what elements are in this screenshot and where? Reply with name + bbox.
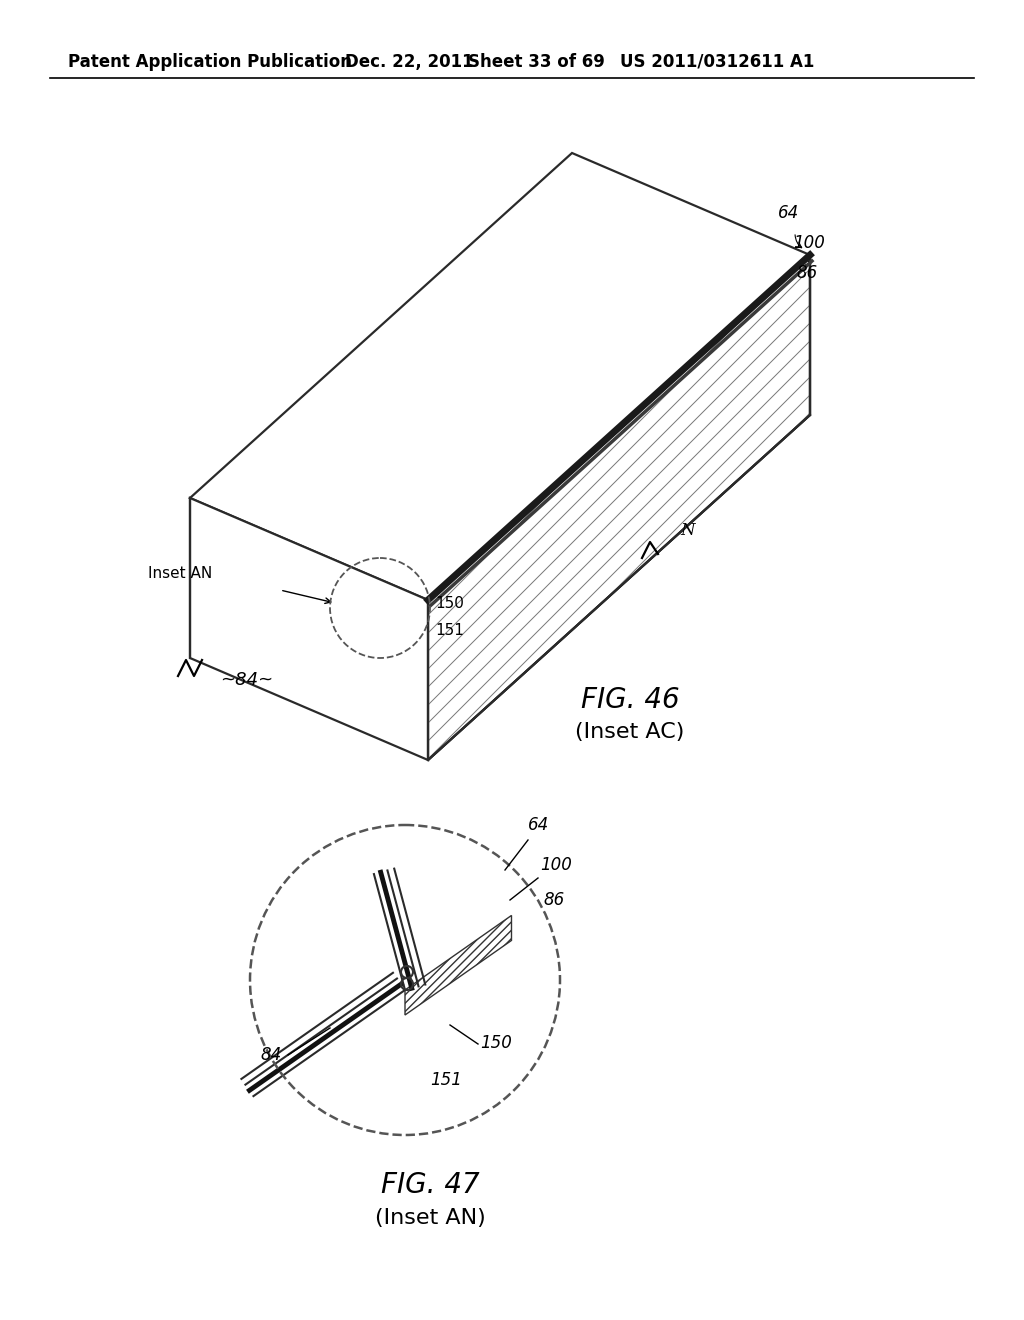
Text: FIG. 46: FIG. 46	[581, 686, 679, 714]
Text: FIG. 47: FIG. 47	[381, 1171, 479, 1199]
Text: US 2011/0312611 A1: US 2011/0312611 A1	[620, 53, 814, 71]
Text: N: N	[680, 521, 694, 539]
Text: 64: 64	[528, 816, 549, 834]
Text: Patent Application Publication: Patent Application Publication	[68, 53, 352, 71]
Text: Dec. 22, 2011: Dec. 22, 2011	[345, 53, 474, 71]
Text: (Inset AN): (Inset AN)	[375, 1208, 485, 1228]
Text: 150: 150	[480, 1034, 512, 1052]
Text: 64: 64	[778, 205, 800, 222]
Text: 86: 86	[543, 891, 564, 909]
Text: 151: 151	[435, 623, 464, 638]
Text: Sheet 33 of 69: Sheet 33 of 69	[468, 53, 605, 71]
Text: 86: 86	[796, 264, 817, 282]
Polygon shape	[406, 916, 512, 1015]
Text: (Inset AC): (Inset AC)	[575, 722, 685, 742]
Polygon shape	[190, 498, 428, 760]
Text: 100: 100	[540, 855, 571, 874]
Text: 100: 100	[793, 234, 825, 252]
Text: Inset AN: Inset AN	[148, 566, 212, 581]
Text: 151: 151	[430, 1071, 462, 1089]
Text: 84: 84	[260, 1045, 282, 1064]
Polygon shape	[428, 255, 810, 760]
Text: 150: 150	[435, 597, 464, 611]
Polygon shape	[190, 153, 810, 601]
Text: ~84~: ~84~	[220, 671, 273, 689]
